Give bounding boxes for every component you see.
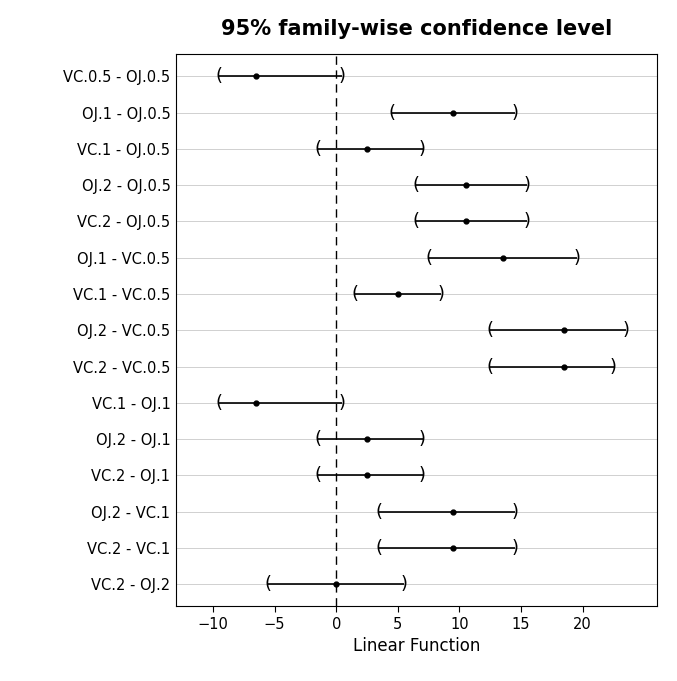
Text: (: ( (388, 104, 395, 121)
Text: (: ( (487, 358, 494, 376)
Text: (: ( (314, 430, 322, 448)
Text: ): ) (524, 176, 531, 194)
Text: (: ( (216, 67, 223, 85)
Text: (: ( (314, 466, 322, 484)
Text: (: ( (216, 394, 223, 412)
Text: (: ( (413, 212, 420, 230)
Text: ): ) (339, 67, 346, 85)
Text: (: ( (265, 575, 272, 593)
Text: ): ) (622, 321, 630, 339)
Text: ): ) (573, 249, 580, 267)
Text: ): ) (524, 212, 531, 230)
X-axis label: Linear Function: Linear Function (353, 637, 480, 655)
Text: ): ) (437, 285, 445, 303)
Text: (: ( (425, 249, 432, 267)
Text: ): ) (610, 358, 617, 376)
Text: (: ( (314, 140, 322, 158)
Text: (: ( (413, 176, 420, 194)
Text: (: ( (487, 321, 494, 339)
Text: ): ) (339, 394, 346, 412)
Text: ): ) (511, 503, 519, 521)
Text: ): ) (419, 466, 426, 484)
Title: 95% family-wise confidence level: 95% family-wise confidence level (221, 19, 612, 39)
Text: ): ) (511, 539, 519, 557)
Text: (: ( (351, 285, 358, 303)
Text: ): ) (419, 430, 426, 448)
Text: ): ) (401, 575, 408, 593)
Text: ): ) (419, 140, 426, 158)
Text: (: ( (376, 539, 383, 557)
Text: ): ) (511, 104, 519, 121)
Text: (: ( (376, 503, 383, 521)
